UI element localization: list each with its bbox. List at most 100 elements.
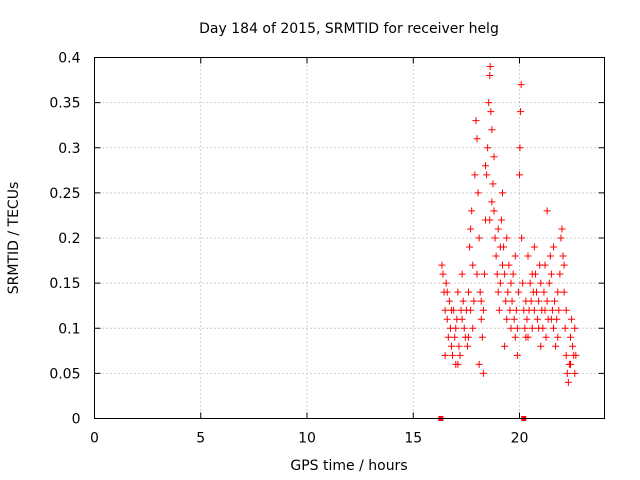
data-point: [546, 252, 554, 260]
chart-title: Day 184 of 2015, SRMTID for receiver hel…: [199, 21, 499, 37]
data-point: [545, 279, 553, 287]
data-point: [543, 297, 551, 305]
data-point: [523, 315, 531, 323]
data-point: [514, 288, 522, 296]
data-point: [512, 306, 520, 314]
data-point: [458, 315, 466, 323]
data-point: [526, 279, 534, 287]
data-point: [562, 306, 570, 314]
data-point: [564, 378, 572, 386]
data-point: [552, 342, 560, 350]
data-point: [535, 297, 543, 305]
data-point: [490, 153, 498, 161]
data-point: [543, 207, 551, 215]
data-point: [442, 279, 450, 287]
data-point: [494, 288, 502, 296]
data-point: [516, 144, 524, 152]
data-point: [528, 270, 536, 278]
data-point: [555, 306, 563, 314]
y-tick-label: 0.4: [58, 51, 80, 67]
axis-ticks: [94, 57, 605, 419]
y-tick-label: 0.15: [49, 276, 80, 292]
data-point: [569, 342, 577, 350]
data-point: [537, 279, 545, 287]
data-point: [550, 324, 557, 332]
y-tick-label: 0: [72, 412, 81, 428]
y-tick-label: 0.3: [58, 141, 80, 157]
data-point: [534, 315, 542, 323]
data-point: [443, 315, 451, 323]
data-point: [448, 306, 455, 314]
data-point: [547, 270, 555, 278]
data-point: [492, 252, 500, 260]
y-axis-label: SRMTID / TECUs: [6, 182, 22, 295]
data-point: [494, 225, 502, 233]
data-point: [460, 324, 468, 332]
data-point: [478, 333, 486, 341]
data-point: [496, 279, 504, 287]
data-point: [502, 297, 510, 305]
data-point: [482, 162, 489, 170]
data-point: [554, 333, 562, 341]
data-point: [561, 324, 569, 332]
data-point: [445, 297, 453, 305]
data-point: [567, 333, 574, 341]
data-point: [560, 261, 568, 269]
x-tick-label: 20: [511, 431, 529, 447]
data-point: [454, 360, 462, 368]
data-point: [503, 315, 511, 323]
data-point: [571, 369, 579, 377]
data-point: [454, 288, 462, 296]
data-point: [463, 342, 471, 350]
data-point: [469, 324, 477, 332]
data-point: [518, 234, 526, 242]
data-point: [467, 306, 475, 314]
data-point: [493, 270, 501, 278]
data-point: [517, 81, 525, 89]
plot-frame: [94, 57, 605, 419]
data-point: [499, 261, 506, 269]
data-point: [542, 333, 550, 341]
data-point: [458, 270, 466, 278]
data-point: [501, 270, 509, 278]
data-point: [572, 351, 580, 359]
data-point: [550, 243, 557, 251]
data-point: [486, 63, 494, 71]
data-point: [456, 351, 464, 359]
data-point: [551, 297, 559, 305]
data-point: [484, 144, 492, 152]
data-point: [513, 324, 521, 332]
data-point: [475, 234, 483, 242]
data-point: [499, 189, 506, 197]
data-point: [479, 369, 487, 377]
data-point: [496, 243, 504, 251]
data-point: [488, 126, 496, 134]
y-tick-label: 0.1: [58, 321, 80, 337]
data-point: [477, 315, 485, 323]
data-point: [490, 207, 498, 215]
data-point: [489, 180, 497, 188]
data-point: [505, 261, 513, 269]
y-tick-label: 0.2: [58, 231, 80, 247]
data-point: [475, 360, 483, 368]
data-point: [557, 234, 565, 242]
data-point: [548, 306, 556, 314]
data-point: [488, 198, 496, 206]
data-point: [516, 171, 523, 179]
data-point: [459, 297, 467, 305]
data-point: [509, 270, 517, 278]
data-point: [558, 225, 566, 233]
data-point: [472, 117, 480, 125]
data-point: [471, 171, 479, 179]
data-point: [477, 297, 485, 305]
data-point: [507, 324, 515, 332]
data-point: [486, 72, 494, 80]
data-point: [524, 252, 532, 260]
data-point: [508, 297, 516, 305]
data-point: [474, 189, 482, 197]
x-tick-labels: 0 5 10 15 20: [90, 431, 528, 447]
data-point: [449, 351, 457, 359]
y-tick-label: 0.35: [49, 96, 80, 112]
y-tick-label: 0.05: [49, 366, 80, 382]
